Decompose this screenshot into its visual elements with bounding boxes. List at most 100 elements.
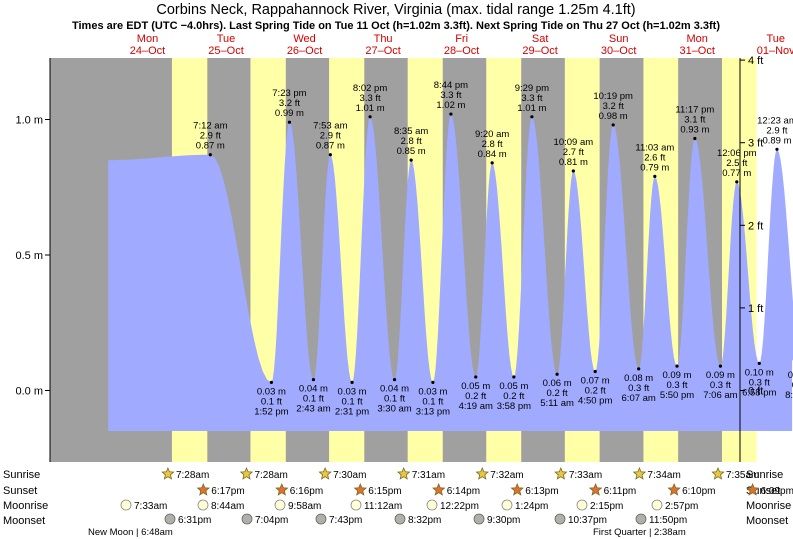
right-axis-tick-label: 0 ft (748, 386, 763, 398)
moonrise-icon (197, 499, 209, 511)
moonset-icon (635, 513, 647, 525)
tide-point (637, 367, 641, 371)
high-tide-feet: 2.9 ft (320, 131, 341, 142)
tide-point (571, 169, 575, 173)
chart-title: Corbins Neck, Rappahannock River, Virgin… (156, 2, 635, 18)
left-axis: 0.0 m 0.5 m 1.0 m (15, 58, 51, 462)
high-tide-feet: 3.3 ft (521, 93, 542, 104)
tide-point (409, 158, 413, 162)
low-tide-time: 6:07 am (622, 393, 656, 404)
tide-point (718, 364, 723, 368)
low-tide-feet: 0.1 ft (303, 394, 324, 405)
tide-point (431, 380, 435, 384)
chart-subtitle: Times are EDT (UTC −4.0hrs). Last Spring… (72, 20, 720, 32)
high-tide-feet: 2.9 ft (766, 125, 787, 136)
low-tide-metres: 0.09 m (662, 370, 691, 381)
tide-point (512, 375, 516, 379)
moonset-time: 9:30pm (487, 515, 520, 526)
high-tide-time: 7:53 am (313, 121, 347, 132)
sunrise-time: 7:31am (412, 470, 445, 481)
high-tide-metres: 0.99 m (275, 108, 304, 119)
sunset-time: 6:11pm (604, 486, 637, 497)
low-tide-time: 3:58 pm (497, 401, 531, 412)
day-of-week: Sat (532, 33, 549, 45)
tide-curve-area (108, 114, 793, 431)
day-of-week: Fri (455, 33, 468, 45)
high-tide-feet: 3.1 ft (684, 114, 705, 125)
right-axis: 0 ft 1 ft 2 ft 3 ft 4 ft (739, 55, 763, 462)
low-tide-feet: 0.2 ft (503, 391, 524, 402)
high-tide-time: 12:06 pm (717, 148, 757, 159)
high-tide-metres: 0.98 m (599, 111, 628, 122)
moonrise-time: 9:58am (288, 501, 321, 512)
high-tide-feet: 2.9 ft (200, 131, 221, 142)
low-tide-time: 1:52 pm (254, 406, 288, 417)
moonrise-row-label-right: Moonrise (746, 500, 791, 512)
low-tide-metres: 0.09 m (706, 370, 735, 381)
high-tide-feet: 3.3 ft (360, 93, 381, 104)
left-axis-tick-label: 0.5 m (15, 250, 43, 262)
high-tide-metres: 0.84 m (478, 149, 507, 160)
tide-point (653, 174, 657, 179)
high-tide-time: 7:12 am (193, 121, 227, 132)
sunrise-time: 7:35am (726, 470, 759, 481)
tide-point (269, 380, 274, 384)
left-axis-tick-label: 1.0 m (15, 115, 43, 127)
sunrise-icon (318, 466, 332, 480)
low-tide-time: 5:11 am (540, 398, 574, 409)
moonrise-time: 12:22pm (440, 501, 479, 512)
moonset-icon (473, 513, 485, 525)
tide-point (675, 364, 679, 368)
tide-point (392, 378, 397, 382)
high-tide-time: 11:03 am (635, 142, 674, 153)
tide-point (449, 112, 453, 116)
moonrise-time: 11:12am (364, 501, 402, 512)
high-tide-feet: 3.2 ft (603, 101, 624, 112)
day-of-week: Sun (609, 33, 629, 45)
tide-point (555, 372, 559, 376)
tide-point (328, 153, 332, 157)
moonrise-row-label: Moonrise (3, 500, 48, 512)
moonrise-time: 2:15pm (590, 501, 623, 512)
moonset-icon (394, 513, 406, 525)
moonrise-icon (274, 499, 286, 511)
left-axis-tick-label: 0.0 m (15, 386, 43, 398)
day-of-week: Wed (293, 33, 315, 45)
low-tide-metres: 0.08 m (624, 373, 653, 384)
low-tide-time: 4:50 pm (578, 396, 612, 407)
high-tide-metres: 0.77 m (722, 168, 751, 179)
low-tide-feet: 0.2 ft (465, 391, 486, 402)
moonset-icon (164, 513, 176, 525)
low-tide-metres: 0.03 m (418, 386, 447, 397)
high-tide-feet: 2.7 ft (563, 147, 584, 158)
high-tide-time: 8:44 pm (434, 80, 468, 91)
low-tide-feet: 0.1 ft (384, 394, 405, 405)
low-tide-time: 5:50 pm (660, 390, 694, 401)
low-tide-time: 3:30 am (377, 404, 411, 415)
sunrise-icon (397, 466, 411, 480)
high-tide-time: 11:17 pm (675, 104, 714, 115)
tide-labels: 7:12 am2.9 ft0.87 m0.03 m0.1 ft1:52 pm7:… (193, 80, 793, 417)
moonset-time: 11:50pm (649, 515, 687, 526)
low-tide-metres: 0.03 m (257, 386, 286, 397)
sunset-time: 6:14pm (447, 486, 480, 497)
moonrise-icon (426, 499, 438, 511)
low-tide-feet: 0.2 ft (547, 388, 568, 399)
sunset-time: 6:15pm (368, 486, 401, 497)
low-tide-feet: 0.3 ft (749, 377, 770, 388)
sunrise-time: 7:30am (333, 470, 366, 481)
moonset-time: 6:31pm (178, 515, 211, 526)
low-tide-time: 3:13 pm (416, 406, 450, 417)
high-tide-feet: 3.3 ft (440, 90, 461, 101)
low-tide-metres: 0.10 m (745, 367, 774, 378)
high-tide-metres: 1.01 m (356, 103, 385, 114)
sunrise-time: 7:33am (569, 470, 602, 481)
sunrise-time: 7:28am (176, 470, 209, 481)
low-tide-metres: 0.05 m (499, 381, 528, 392)
low-tide-time: 8:07 am (785, 390, 793, 401)
sunset-icon (275, 482, 289, 496)
moonset-row-label: Moonset (3, 515, 45, 527)
tide-point (757, 361, 761, 365)
day-date: 27–Oct (365, 45, 400, 57)
sunset-icon (196, 482, 210, 496)
